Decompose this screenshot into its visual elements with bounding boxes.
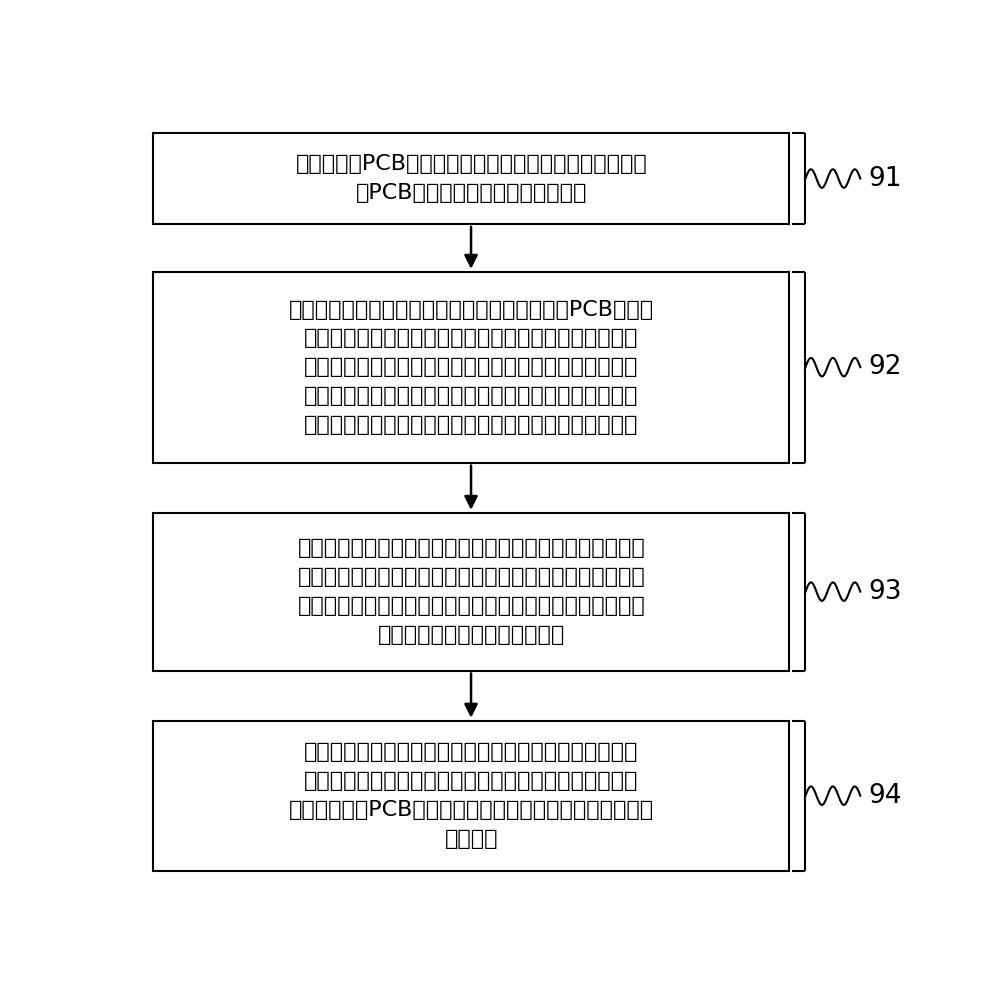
FancyBboxPatch shape xyxy=(153,513,789,671)
Text: 形成于该上、下层的涡电流或反射信号产生自该上、下层反
射的逆电动势或再反射信号，该第一、二感测单元量测该逆
电动势或再反射信号，以得到自该上层反射的第三阻抗值，: 形成于该上、下层的涡电流或反射信号产生自该上、下层反 射的逆电动势或再反射信号，… xyxy=(298,538,645,645)
Text: 93: 93 xyxy=(868,579,901,605)
FancyBboxPatch shape xyxy=(153,272,789,463)
Text: 92: 92 xyxy=(868,354,901,380)
FancyBboxPatch shape xyxy=(153,133,789,224)
Text: 91: 91 xyxy=(868,166,901,192)
FancyBboxPatch shape xyxy=(153,721,789,871)
Text: 94: 94 xyxy=(868,783,901,809)
Text: 该第一、二感测单元分别产生交变磁场，并向该PCB多层板
的上、下层表面产生感应电动势或电场，该上、下层的金
属面的阻抗形成位于该上、下层表面的涡电流或反射信号
: 该第一、二感测单元分别产生交变磁场，并向该PCB多层板 的上、下层表面产生感应电… xyxy=(289,300,654,435)
Text: 处理单元与该第一、二感测单元电连接，并依据该第一、
二感测单元所取得的第一、二、三、四阻抗值执行厚度计
算，以取得该PCB多层板的上层的第一厚度，以及该下层的
: 处理单元与该第一、二感测单元电连接，并依据该第一、 二感测单元所取得的第一、二、… xyxy=(289,742,654,849)
Text: 备置设置在PCB多层板的上层的第一感测单元，及设置在
该PCB多层板的下层的第二感测单元: 备置设置在PCB多层板的上层的第一感测单元，及设置在 该PCB多层板的下层的第二… xyxy=(296,154,647,203)
